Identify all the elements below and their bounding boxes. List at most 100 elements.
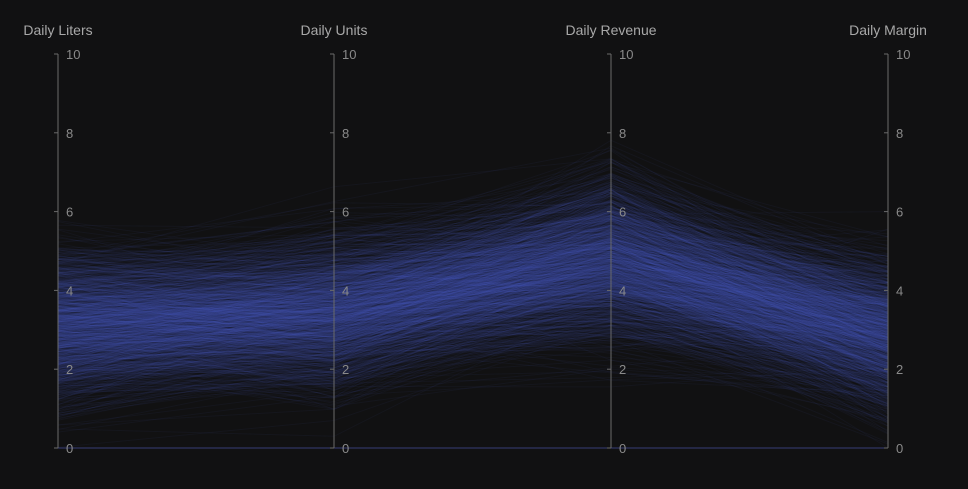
data-polyline (57, 292, 889, 342)
data-polyline (57, 271, 889, 397)
data-polyline (57, 317, 889, 403)
data-polyline (57, 250, 889, 351)
data-polyline (57, 194, 889, 379)
data-polyline (57, 182, 889, 344)
data-polyline (57, 290, 889, 362)
data-polyline (57, 236, 889, 337)
data-polyline (57, 239, 889, 376)
data-polyline (57, 275, 889, 326)
data-polyline (57, 231, 889, 342)
data-polyline (57, 319, 889, 394)
data-polyline (57, 279, 889, 337)
data-polyline (57, 245, 889, 341)
data-polyline (57, 270, 889, 383)
data-polyline (57, 332, 889, 416)
data-polyline (57, 276, 889, 315)
data-polyline (57, 259, 889, 359)
data-polyline (57, 268, 889, 348)
data-polyline (57, 334, 889, 377)
data-polyline (57, 253, 889, 393)
data-polyline (57, 276, 889, 360)
data-polyline (57, 254, 889, 320)
data-polyline (57, 298, 889, 357)
data-polyline (57, 289, 889, 374)
data-polyline (57, 244, 889, 305)
data-polyline (57, 261, 889, 343)
data-polyline (57, 300, 889, 337)
data-polyline (57, 284, 889, 345)
tick-label: 10 (66, 47, 80, 62)
data-polyline (57, 210, 889, 362)
tick-label: 8 (66, 126, 73, 141)
data-polyline (57, 204, 889, 302)
data-polyline (57, 223, 889, 360)
data-polyline (57, 267, 889, 354)
data-polyline (57, 316, 889, 407)
data-polyline (57, 231, 889, 298)
data-polyline (57, 290, 889, 384)
data-polyline (57, 312, 889, 361)
data-polyline (57, 322, 889, 351)
data-polyline (57, 293, 889, 426)
data-polyline (57, 224, 889, 343)
data-polyline (57, 324, 889, 448)
data-polyline (57, 225, 889, 321)
data-polyline (57, 296, 889, 346)
data-polyline (57, 275, 889, 359)
data-polyline (57, 190, 889, 323)
data-polyline (57, 227, 889, 348)
data-polyline (57, 304, 889, 384)
data-polyline (57, 266, 889, 357)
data-polyline (57, 195, 889, 296)
data-polyline (57, 212, 889, 319)
data-polyline (57, 220, 889, 348)
data-polyline (57, 320, 889, 376)
data-polyline (57, 240, 889, 370)
data-polyline (57, 293, 889, 412)
data-polyline (57, 158, 889, 301)
data-polyline (57, 284, 889, 357)
data-polyline (57, 268, 889, 348)
data-polyline (57, 242, 889, 346)
data-polyline (57, 312, 889, 426)
data-polyline (57, 266, 889, 331)
data-polyline (57, 273, 889, 395)
data-polyline (57, 267, 889, 394)
data-polyline (57, 246, 889, 318)
data-polyline (57, 331, 889, 367)
data-polyline (57, 213, 889, 296)
data-polyline (57, 305, 889, 344)
data-polyline (57, 332, 889, 430)
data-polyline (57, 253, 889, 323)
data-polyline (57, 278, 889, 368)
data-polyline (57, 230, 889, 267)
data-polyline (57, 283, 889, 395)
data-polyline (57, 267, 889, 319)
data-polyline (57, 314, 889, 349)
data-polyline (57, 320, 889, 386)
data-polyline (57, 211, 889, 285)
data-polyline (57, 295, 889, 369)
data-polyline (57, 255, 889, 369)
data-polyline (57, 300, 889, 398)
data-polyline (57, 280, 889, 383)
data-polyline (57, 220, 889, 335)
data-polyline (57, 270, 889, 365)
data-polyline (57, 246, 889, 339)
data-polyline (57, 300, 889, 384)
data-polyline (57, 221, 889, 317)
data-polyline (57, 259, 889, 364)
data-polyline (57, 317, 889, 349)
data-polyline (57, 362, 889, 407)
data-polyline (57, 230, 889, 277)
data-polyline (57, 242, 889, 340)
data-polyline (57, 287, 889, 434)
data-polyline (57, 310, 889, 399)
data-polyline (57, 254, 889, 427)
data-polyline (57, 301, 889, 396)
data-polyline (57, 255, 889, 346)
data-polyline (57, 255, 889, 346)
data-polyline (57, 282, 889, 343)
data-polyline (57, 285, 889, 329)
data-polyline (57, 269, 889, 401)
